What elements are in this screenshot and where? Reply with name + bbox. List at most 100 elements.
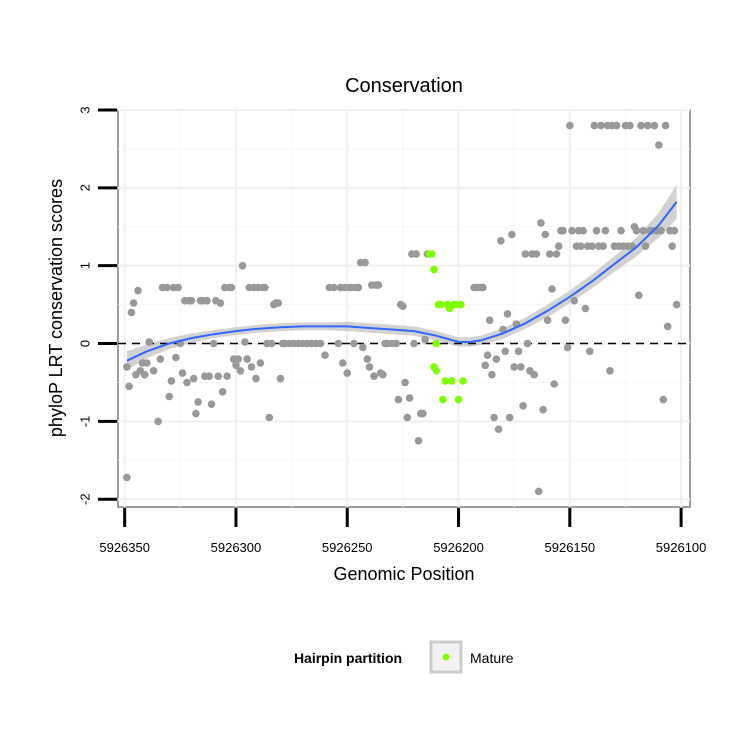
point-other [361, 258, 369, 267]
point-other [559, 226, 567, 235]
point-other [172, 353, 180, 362]
point-other [639, 226, 648, 235]
legend-title: Hairpin partition [294, 650, 402, 666]
point-mature [448, 377, 456, 385]
point-other [123, 473, 131, 482]
x-axis: 5926350 5926300 5926250 5926200 5926150 59261… [99, 508, 706, 555]
point-other [419, 409, 427, 418]
point-mature [428, 250, 436, 258]
point-other [659, 395, 668, 404]
point-other [521, 250, 530, 258]
point-other [546, 250, 554, 258]
point-other [156, 355, 165, 363]
point-other [554, 242, 563, 250]
y-tick-label: 1 [77, 262, 92, 269]
point-other [236, 367, 245, 375]
point-other [129, 299, 138, 307]
point-other [401, 378, 409, 387]
point-other [143, 359, 151, 367]
point-other [643, 121, 652, 130]
point-other [523, 339, 532, 348]
point-other [247, 363, 256, 371]
point-mature [457, 300, 465, 309]
point-other [532, 250, 541, 258]
point-other [123, 363, 131, 371]
point-other [370, 372, 378, 381]
y-tick-label: 3 [77, 106, 92, 113]
point-other [570, 296, 579, 305]
y-tick-label: -1 [77, 416, 92, 428]
point-other [479, 283, 487, 292]
point-other [209, 339, 218, 348]
point-other [165, 392, 173, 401]
y-tick-label: 2 [77, 184, 92, 191]
point-other [241, 338, 249, 346]
point-other [637, 121, 645, 130]
point-other [339, 359, 347, 367]
point-mature [430, 265, 438, 274]
x-tick-label: 5926350 [99, 540, 150, 555]
point-other [238, 261, 247, 270]
point-other [548, 285, 556, 293]
point-other [601, 226, 610, 235]
point-other [334, 339, 343, 348]
point-other [566, 121, 574, 130]
point-other [635, 291, 643, 300]
point-other [563, 343, 572, 352]
legend-key-dot-mature [442, 653, 450, 661]
point-other [276, 374, 285, 383]
point-mature [439, 395, 447, 404]
point-other [167, 377, 176, 385]
point-other [410, 339, 418, 348]
point-other [586, 347, 594, 356]
y-tick-label: -2 [77, 493, 92, 505]
point-other [550, 380, 558, 388]
point-other [403, 413, 412, 422]
point-other [490, 413, 498, 422]
point-other [149, 367, 158, 375]
point-other [365, 363, 374, 371]
point-mature [441, 377, 450, 385]
point-other [606, 367, 614, 375]
point-other [508, 230, 516, 239]
point-other [267, 339, 276, 348]
y-axis: -2 -1 0 1 2 3 [77, 106, 117, 505]
point-other [330, 283, 338, 292]
point-other [203, 296, 211, 305]
point-other [499, 325, 507, 334]
point-other [183, 378, 191, 387]
point-other [350, 339, 358, 348]
point-other [234, 355, 242, 363]
point-other [590, 121, 599, 130]
point-other [672, 300, 681, 309]
point-other [405, 394, 414, 402]
smooth-line-layer [126, 201, 678, 362]
point-other [626, 121, 634, 130]
point-other [670, 226, 679, 235]
point-other [205, 372, 214, 381]
point-other [412, 250, 421, 258]
point-other [577, 242, 585, 250]
point-other [579, 226, 587, 235]
point-other [265, 413, 274, 422]
chart-title: Conservation [345, 75, 463, 97]
x-tick-label: 5926150 [545, 540, 596, 555]
point-other [485, 316, 494, 325]
point-other [379, 370, 387, 379]
point-other [207, 400, 216, 409]
point-other [561, 316, 570, 325]
point-other [214, 372, 222, 381]
point-other [534, 487, 543, 496]
point-other [612, 121, 621, 130]
point-other [399, 302, 407, 311]
point-other [363, 355, 372, 363]
point-other [599, 242, 607, 250]
point-other [481, 361, 490, 370]
point-other [218, 388, 227, 396]
point-other [663, 322, 672, 331]
point-other [505, 413, 514, 422]
point-other [321, 351, 329, 360]
point-other [641, 242, 650, 250]
point-mature [436, 300, 445, 309]
